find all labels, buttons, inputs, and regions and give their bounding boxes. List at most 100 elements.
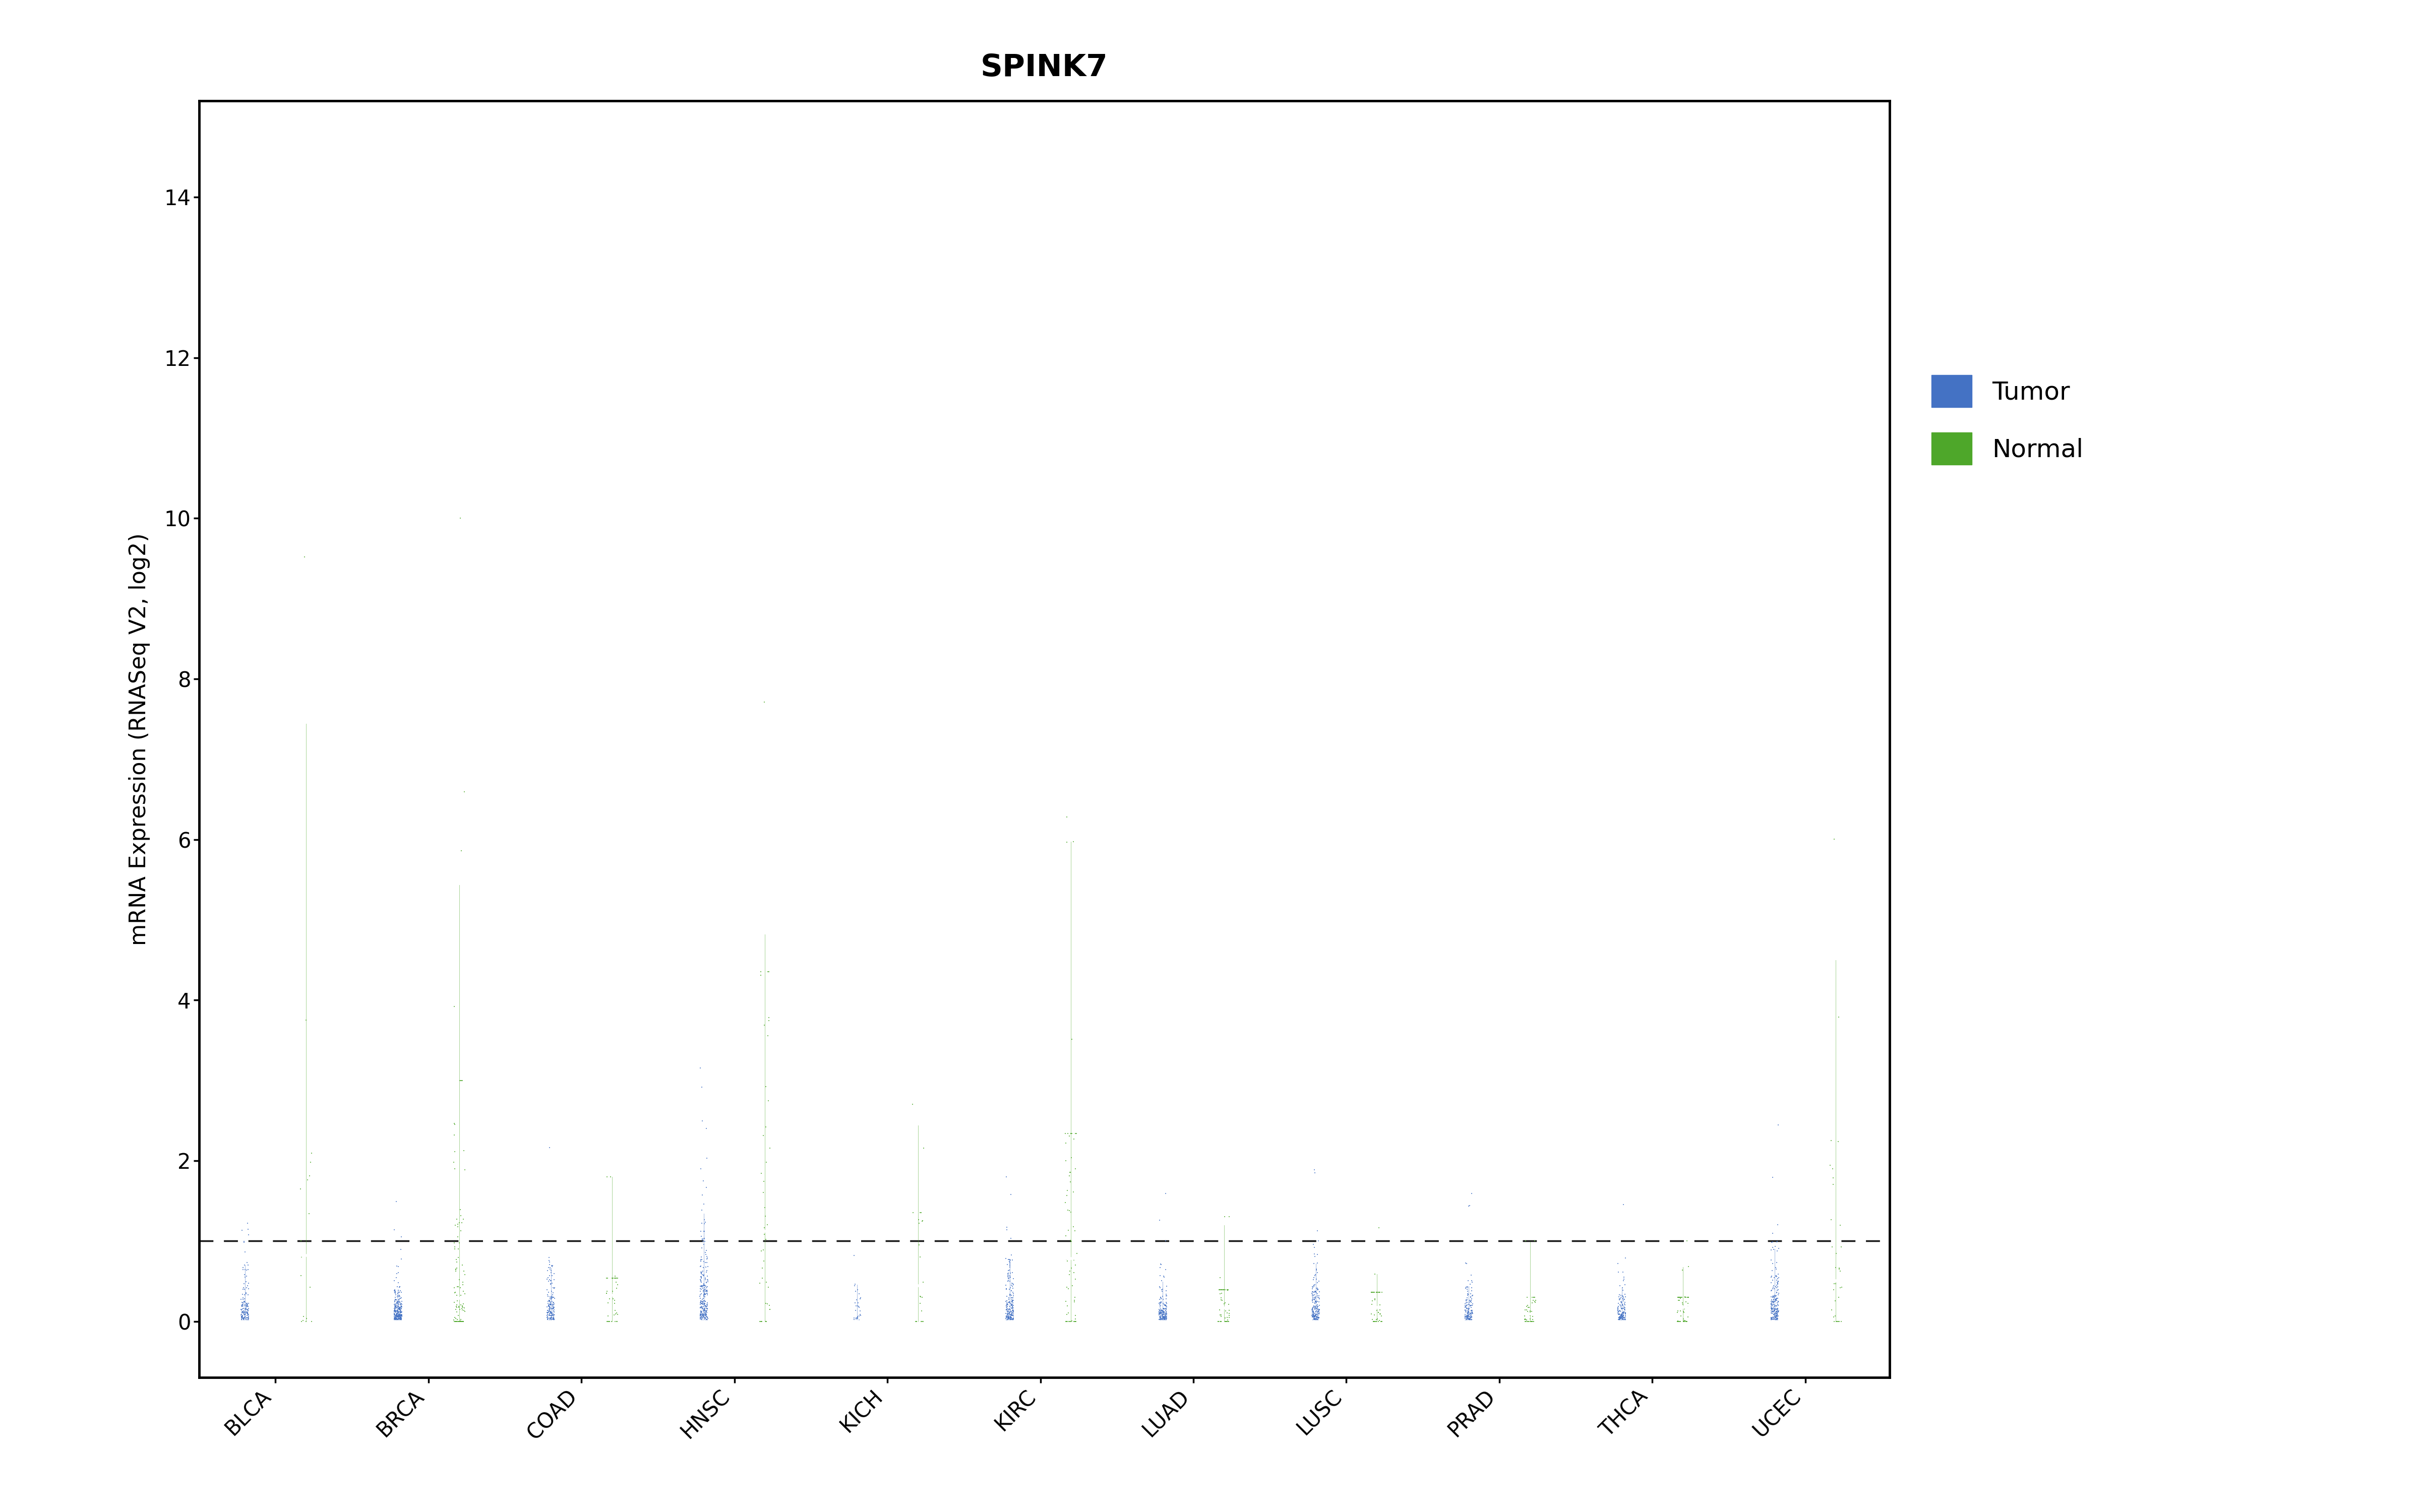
Point — [528, 1309, 566, 1334]
Point — [682, 1263, 721, 1287]
Point — [1140, 1309, 1179, 1334]
Point — [992, 1296, 1031, 1320]
Point — [992, 1305, 1031, 1329]
Point — [227, 1306, 266, 1331]
Point — [987, 1309, 1026, 1334]
Point — [1757, 1305, 1796, 1329]
Point — [682, 1309, 721, 1334]
Point — [380, 1309, 419, 1334]
Point — [227, 1309, 266, 1334]
Point — [1600, 1309, 1638, 1334]
Point — [1145, 1309, 1183, 1334]
Point — [1757, 1309, 1796, 1334]
Point — [1604, 1300, 1643, 1325]
Point — [840, 1299, 878, 1323]
Point — [225, 1309, 264, 1334]
Point — [1452, 1309, 1491, 1334]
Point — [382, 1309, 421, 1334]
Point — [380, 1275, 419, 1299]
Point — [685, 1303, 724, 1328]
Point — [990, 1309, 1028, 1334]
Point — [378, 1299, 416, 1323]
Point — [375, 1309, 414, 1334]
Point — [1295, 1303, 1333, 1328]
Point — [1604, 1287, 1643, 1311]
Point — [685, 1279, 724, 1303]
Point — [682, 1309, 721, 1334]
Point — [687, 1309, 726, 1334]
Point — [227, 1309, 266, 1334]
Point — [375, 1279, 414, 1303]
Point — [1208, 1309, 1246, 1334]
Point — [1759, 1309, 1798, 1334]
Point — [225, 1258, 264, 1282]
Point — [227, 1309, 266, 1334]
Point — [588, 1279, 627, 1303]
Point — [380, 1309, 419, 1334]
Point — [1142, 1309, 1181, 1334]
Point — [375, 1293, 414, 1317]
Point — [992, 1302, 1031, 1326]
Point — [1140, 1309, 1179, 1334]
Point — [1292, 1299, 1331, 1323]
Point — [1752, 1309, 1791, 1334]
Point — [380, 1303, 419, 1328]
Point — [1600, 1296, 1638, 1320]
Point — [380, 1300, 419, 1325]
Point — [992, 1293, 1031, 1317]
Point — [380, 1309, 419, 1334]
Point — [532, 1309, 571, 1334]
Point — [378, 1309, 416, 1334]
Point — [1450, 1309, 1488, 1334]
Point — [1142, 1309, 1181, 1334]
Point — [375, 1306, 414, 1331]
Point — [230, 1258, 269, 1282]
Point — [1450, 1309, 1488, 1334]
Point — [530, 1267, 569, 1291]
Point — [1452, 1309, 1491, 1334]
Point — [1604, 1309, 1643, 1334]
Point — [1604, 1309, 1643, 1334]
Point — [837, 1309, 876, 1334]
Point — [1205, 1296, 1244, 1320]
Point — [1600, 1309, 1638, 1334]
Point — [1450, 1296, 1488, 1320]
Point — [225, 1309, 264, 1334]
Point — [382, 1299, 421, 1323]
Point — [992, 1309, 1031, 1334]
Point — [1759, 1309, 1798, 1334]
Point — [1754, 1303, 1793, 1328]
Point — [1292, 1309, 1331, 1334]
Point — [1600, 1305, 1638, 1329]
Point — [1754, 1309, 1793, 1334]
Point — [1512, 1309, 1551, 1334]
Point — [528, 1309, 566, 1334]
Point — [1300, 1297, 1338, 1321]
Point — [1752, 1238, 1791, 1263]
Point — [1300, 1294, 1338, 1318]
Point — [530, 1309, 569, 1334]
Point — [375, 1306, 414, 1331]
Point — [1452, 1302, 1491, 1326]
Point — [1452, 1309, 1491, 1334]
Point — [532, 1309, 571, 1334]
Point — [436, 1259, 474, 1284]
Point — [1602, 1290, 1641, 1314]
Point — [380, 1309, 419, 1334]
Point — [992, 1182, 1031, 1207]
Point — [378, 1309, 416, 1334]
Point — [1142, 1309, 1181, 1334]
Point — [990, 1302, 1028, 1326]
Point — [1752, 1309, 1791, 1334]
Point — [1140, 1309, 1179, 1334]
Point — [990, 1309, 1028, 1334]
Point — [1147, 1309, 1186, 1334]
Point — [1360, 1300, 1399, 1325]
Point — [1754, 1306, 1793, 1331]
Point — [1447, 1309, 1486, 1334]
Point — [1295, 1309, 1333, 1334]
Point — [1757, 1303, 1796, 1328]
Point — [1447, 1309, 1486, 1334]
Point — [1140, 1291, 1179, 1315]
Point — [227, 1309, 266, 1334]
